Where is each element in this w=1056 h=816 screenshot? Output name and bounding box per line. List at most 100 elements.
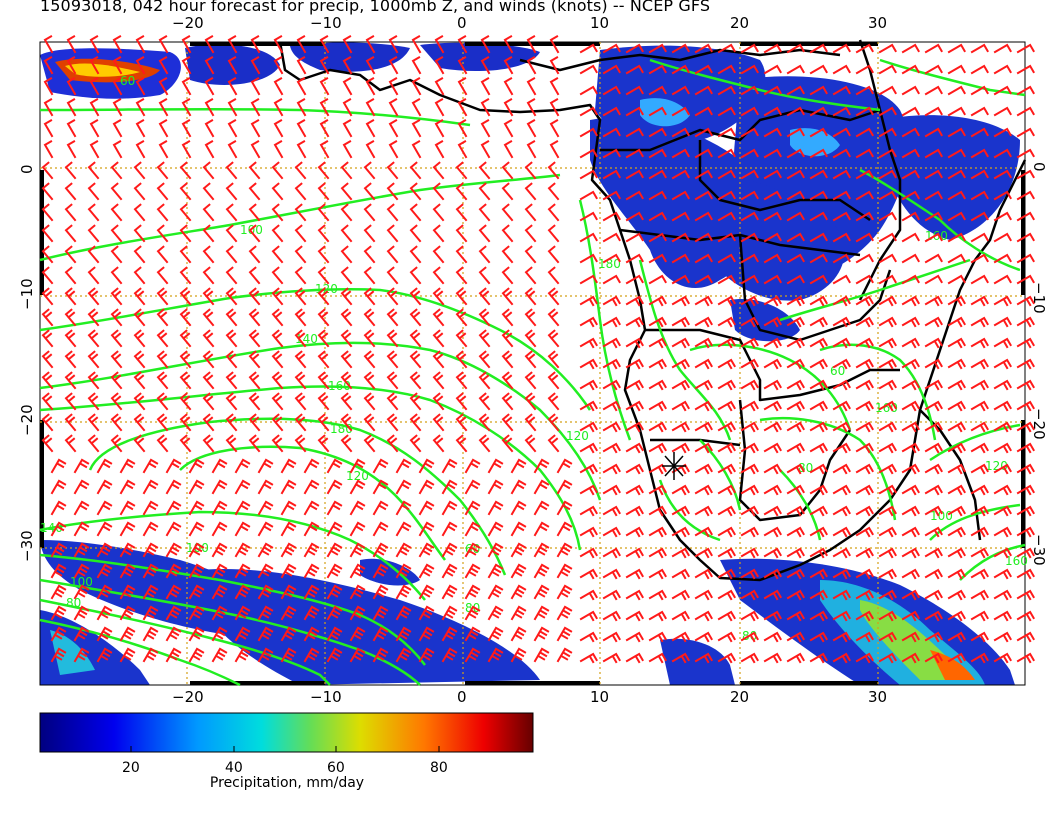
wind-barb	[236, 481, 249, 497]
wind-barb	[227, 415, 241, 430]
wind-barb	[696, 423, 712, 436]
wind-barb	[834, 507, 850, 520]
wind-barb	[834, 465, 850, 478]
wind-barb	[68, 120, 81, 136]
wind-barb	[457, 310, 471, 325]
wind-barb	[512, 628, 525, 644]
wind-barb	[204, 184, 218, 199]
wind-barb	[459, 141, 472, 157]
wind-barb	[204, 436, 218, 451]
wind-barb	[319, 247, 333, 262]
wind-barb	[673, 549, 689, 562]
wind-barb	[66, 436, 80, 451]
wind-barb	[627, 528, 643, 541]
wind-barb	[949, 318, 965, 331]
wind-barb	[282, 460, 295, 476]
wind-barb	[581, 87, 597, 100]
wind-barb	[459, 78, 472, 94]
wind-barb	[52, 460, 65, 476]
wind-barb	[319, 184, 333, 199]
wind-barb	[137, 99, 150, 115]
wind-barb	[551, 141, 564, 157]
wind-barb	[204, 268, 218, 283]
wind-barb	[604, 402, 620, 415]
y-tick-label: −20	[18, 404, 36, 436]
wind-barb	[558, 544, 571, 560]
wind-barb	[436, 141, 449, 157]
wind-barb	[972, 402, 988, 415]
wind-barb	[1018, 339, 1034, 352]
wind-barb	[252, 120, 265, 136]
y-tick-label: −30	[18, 530, 36, 562]
wind-barb	[342, 226, 356, 241]
wind-barb	[365, 373, 379, 388]
wind-barb	[457, 184, 471, 199]
wind-barb	[857, 402, 873, 415]
wind-barb	[250, 268, 264, 283]
wind-barb	[443, 502, 456, 518]
x-tick-label: 0	[457, 688, 467, 706]
wind-barb	[765, 465, 781, 478]
wind-barb	[158, 268, 172, 283]
wind-barb	[503, 226, 517, 241]
wind-barb	[250, 352, 264, 367]
wind-barb	[604, 381, 620, 394]
wind-barb	[650, 570, 666, 583]
x-tick-label: 30	[868, 14, 887, 32]
wind-barb	[183, 99, 196, 115]
x-axis-bottom: −20 −10 0 10 20 30	[172, 688, 887, 706]
wind-barb	[457, 436, 471, 451]
wind-barb	[558, 586, 571, 602]
wind-barb	[135, 289, 149, 304]
wind-barb	[190, 481, 203, 497]
wind-barb	[397, 544, 410, 560]
wind-barb	[342, 268, 356, 283]
wind-barb	[788, 423, 804, 436]
wind-barb	[528, 120, 541, 136]
wind-barb	[480, 289, 494, 304]
wind-barb	[181, 247, 195, 262]
wind-barb	[158, 373, 172, 388]
colorbar	[40, 713, 533, 752]
wind-barb	[512, 586, 525, 602]
wind-barb	[765, 402, 781, 415]
wind-barb	[482, 99, 495, 115]
wind-barb	[397, 460, 410, 476]
wind-barb	[696, 507, 712, 520]
wind-barb	[581, 444, 597, 457]
wind-barb	[581, 381, 597, 394]
wind-barb	[121, 460, 134, 476]
wind-barb	[719, 612, 735, 625]
wind-barb	[144, 523, 157, 539]
contour-label: 60	[830, 364, 845, 378]
wind-barb	[558, 523, 571, 539]
wind-barb	[66, 415, 80, 430]
wind-barb	[98, 460, 111, 476]
wind-barb	[273, 310, 287, 325]
wind-barb	[719, 360, 735, 373]
wind-barb	[436, 99, 449, 115]
wind-barb	[581, 339, 597, 352]
wind-barb	[457, 268, 471, 283]
wind-barb	[374, 460, 387, 476]
wind-barb	[1018, 66, 1034, 79]
wind-barb	[949, 66, 965, 79]
wind-barb	[466, 481, 479, 497]
wind-barb	[112, 205, 126, 220]
wind-barb	[581, 192, 597, 205]
wind-barb	[43, 310, 57, 325]
wind-barb	[135, 268, 149, 283]
wind-barb	[342, 352, 356, 367]
wind-barb	[880, 549, 896, 562]
wind-barb	[526, 436, 540, 451]
wind-barb	[420, 481, 433, 497]
wind-barb	[673, 423, 689, 436]
wind-barb	[181, 310, 195, 325]
wind-barb	[374, 502, 387, 518]
wind-barb	[66, 163, 80, 178]
x-tick-label: 10	[590, 688, 609, 706]
wind-barb	[259, 481, 272, 497]
wind-barb	[89, 163, 103, 178]
wind-barb	[45, 36, 58, 52]
wind-barb	[549, 436, 563, 451]
